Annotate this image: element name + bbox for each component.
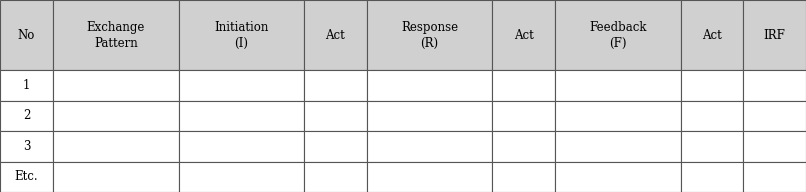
Bar — [555, 161, 680, 192]
Text: IRF: IRF — [764, 29, 786, 41]
Text: Initiation
(I): Initiation (I) — [214, 21, 268, 50]
Bar — [492, 101, 555, 131]
Bar — [53, 101, 179, 131]
Bar — [367, 101, 492, 131]
Bar — [555, 131, 680, 161]
Bar — [492, 161, 555, 192]
Bar — [367, 131, 492, 161]
Bar — [53, 70, 179, 101]
Bar — [743, 131, 806, 161]
Text: 2: 2 — [23, 109, 31, 122]
Bar — [680, 101, 743, 131]
Bar — [0, 101, 53, 131]
Bar — [53, 131, 179, 161]
Bar — [680, 131, 743, 161]
Text: Etc.: Etc. — [15, 170, 39, 183]
Bar — [304, 131, 367, 161]
Bar — [304, 101, 367, 131]
Text: No: No — [18, 29, 35, 41]
Bar — [555, 101, 680, 131]
Bar — [53, 0, 179, 70]
Bar — [743, 0, 806, 70]
Bar — [367, 70, 492, 101]
Bar — [0, 70, 53, 101]
Bar — [367, 161, 492, 192]
Bar — [0, 0, 53, 70]
Bar — [680, 0, 743, 70]
Text: 3: 3 — [23, 140, 31, 153]
Text: Act: Act — [326, 29, 345, 41]
Bar — [743, 161, 806, 192]
Bar — [680, 70, 743, 101]
Bar — [53, 161, 179, 192]
Bar — [492, 0, 555, 70]
Bar — [555, 0, 680, 70]
Bar — [492, 131, 555, 161]
Bar — [555, 70, 680, 101]
Text: 1: 1 — [23, 79, 31, 92]
Text: Feedback
(F): Feedback (F) — [589, 21, 646, 50]
Bar — [179, 161, 304, 192]
Text: Act: Act — [702, 29, 721, 41]
Bar — [743, 70, 806, 101]
Bar — [367, 0, 492, 70]
Bar — [0, 131, 53, 161]
Text: Exchange
Pattern: Exchange Pattern — [86, 21, 145, 50]
Bar — [179, 131, 304, 161]
Bar — [0, 161, 53, 192]
Bar — [304, 0, 367, 70]
Bar — [304, 70, 367, 101]
Bar — [179, 101, 304, 131]
Bar — [743, 101, 806, 131]
Bar — [179, 70, 304, 101]
Text: Response
(R): Response (R) — [401, 21, 458, 50]
Bar — [680, 161, 743, 192]
Text: Act: Act — [513, 29, 534, 41]
Bar — [492, 70, 555, 101]
Bar — [304, 161, 367, 192]
Bar — [179, 0, 304, 70]
